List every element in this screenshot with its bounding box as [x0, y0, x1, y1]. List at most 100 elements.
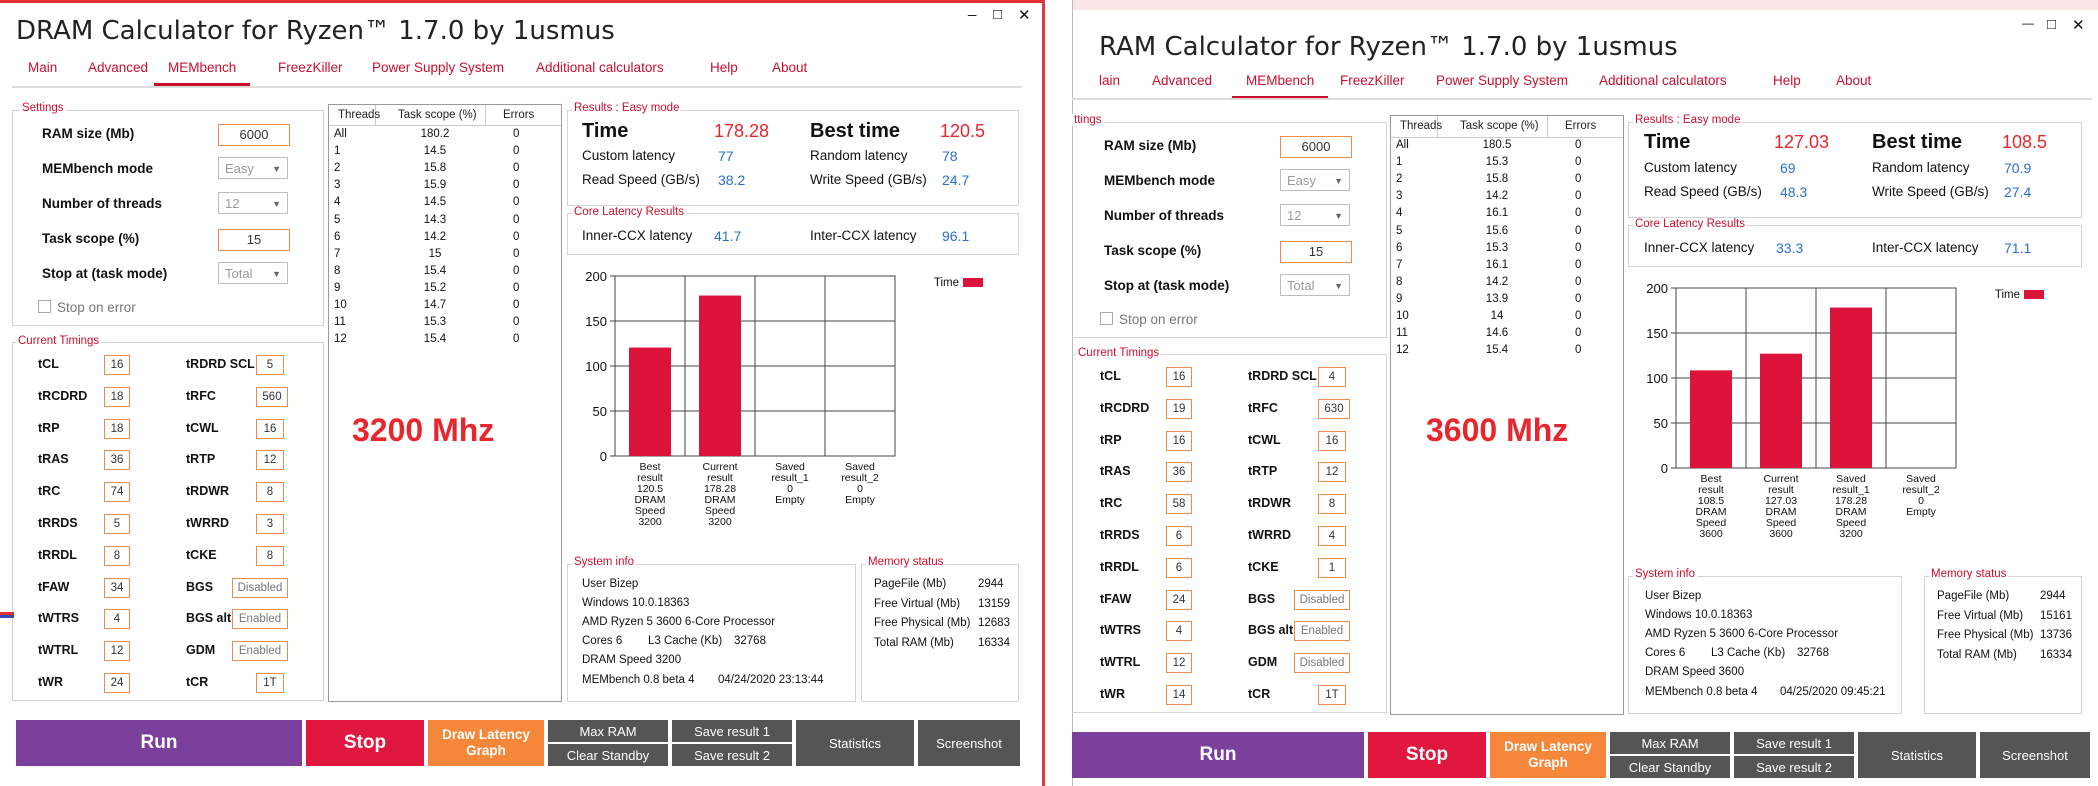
threads-select[interactable]: 12 ▼	[1280, 204, 1350, 226]
minimize-button[interactable]: —	[2022, 16, 2034, 30]
timing-field-trrdl[interactable]: 8	[104, 545, 130, 566]
tab-additional-calculators[interactable]: Additional calculators	[1599, 73, 1727, 88]
timing-field-gdm[interactable]: Disabled	[1294, 653, 1350, 674]
tab-membench[interactable]: MEMbench	[154, 60, 251, 86]
timing-field-trcdrd[interactable]: 18	[104, 386, 130, 407]
tab-power-supply[interactable]: Power Supply System	[372, 60, 505, 75]
timing-field-trdrd-scl[interactable]: 4	[1318, 367, 1346, 387]
timing-field-trc[interactable]: 58	[1166, 494, 1192, 515]
save-result-1-button[interactable]: Save result 1	[672, 720, 792, 742]
read-speed-value: 48.3	[1780, 184, 1808, 200]
membench-mode-select[interactable]: Easy ▼	[218, 157, 288, 179]
timing-field-twr[interactable]: 14	[1166, 685, 1192, 705]
save-result-1-button[interactable]: Save result 1	[1734, 732, 1854, 754]
timing-field-trrdl[interactable]: 6	[1166, 557, 1192, 578]
timing-field-tcl[interactable]: 16	[104, 355, 130, 375]
draw-latency-graph-button[interactable]: Draw Latency Graph	[1490, 732, 1606, 778]
tab-main[interactable]: Main	[28, 60, 58, 75]
save-result-2-button[interactable]: Save result 2	[1734, 756, 1854, 778]
task-scope-field[interactable]: 15	[218, 229, 290, 251]
timing-field-trdwr[interactable]: 8	[1318, 494, 1346, 515]
timing-field-twtrs[interactable]: 4	[104, 609, 130, 630]
memory-status-label: Memory status	[1929, 568, 2009, 580]
tab-advanced[interactable]: Advanced	[1152, 73, 1213, 88]
timing-field-trcdrd[interactable]: 19	[1166, 398, 1192, 419]
stop-button[interactable]: Stop	[1368, 732, 1486, 778]
timing-field-trc[interactable]: 74	[104, 482, 130, 503]
timing-field-bgs[interactable]: Disabled	[1294, 589, 1350, 610]
timing-field-bgs-alt[interactable]: Enabled	[1294, 621, 1350, 642]
timing-field-tcr[interactable]: 1T	[1318, 685, 1346, 705]
run-button[interactable]: Run	[16, 720, 302, 766]
x-tick-label: result_2	[1902, 484, 1940, 496]
timing-field-twrrd[interactable]: 3	[256, 514, 284, 534]
tab-additional-calculators[interactable]: Additional calculators	[536, 60, 664, 75]
draw-latency-graph-button[interactable]: Draw Latency Graph	[428, 720, 544, 766]
stop-at-select[interactable]: Total ▼	[1280, 274, 1350, 296]
timing-field-twr[interactable]: 24	[104, 673, 130, 693]
statistics-button[interactable]: Statistics	[1858, 732, 1976, 778]
timing-field-tras[interactable]: 36	[104, 450, 130, 471]
close-button[interactable]: ✕	[1018, 7, 1031, 24]
stop-on-error-checbox[interactable]: Stop on error	[1100, 312, 1198, 327]
task-scope-field[interactable]: 15	[1280, 241, 1352, 263]
stop-button[interactable]: Stop	[306, 720, 424, 766]
stop-on-error-checkbox[interactable]: Stop on error	[38, 300, 136, 315]
tab-help[interactable]: Help	[1773, 73, 1801, 88]
screenshot-button[interactable]: Screenshot	[918, 720, 1020, 766]
tab-main[interactable]: lain	[1099, 73, 1121, 88]
timing-field-tcwl[interactable]: 16	[1318, 430, 1346, 451]
clear-standby-button[interactable]: Clear Standby	[1610, 756, 1730, 778]
timing-field-twtrs[interactable]: 4	[1166, 621, 1192, 642]
timing-field-tcwl[interactable]: 16	[256, 418, 284, 439]
timing-field-trdrd-scl[interactable]: 5	[256, 355, 284, 375]
threads-select[interactable]: 12 ▼	[218, 192, 288, 214]
timing-field-tcr[interactable]: 1T	[256, 673, 284, 693]
timing-field-trdwr[interactable]: 8	[256, 482, 284, 503]
clear-standby-button[interactable]: Clear Standby	[548, 744, 668, 766]
timing-field-trrds[interactable]: 6	[1166, 526, 1192, 546]
maximize-button[interactable]: □	[2047, 16, 2057, 33]
maximize-button[interactable]: □	[993, 6, 1003, 23]
timing-field-bgs-alt[interactable]: Enabled	[232, 609, 288, 630]
tab-advanced[interactable]: Advanced	[88, 60, 149, 75]
timing-field-bgs[interactable]: Disabled	[232, 577, 288, 598]
minimize-button[interactable]: _	[968, 0, 977, 17]
tab-about[interactable]: About	[1836, 73, 1872, 88]
max-ram-button[interactable]: Max RAM	[548, 720, 668, 742]
tab-freezkiller[interactable]: FreezKiller	[278, 60, 343, 75]
timing-field-tcke[interactable]: 8	[256, 545, 284, 566]
timing-field-trrds[interactable]: 5	[104, 514, 130, 534]
timing-field-tcl[interactable]: 16	[1166, 367, 1192, 387]
screenshot-button[interactable]: Screenshot	[1980, 732, 2090, 778]
max-ram-button[interactable]: Max RAM	[1610, 732, 1730, 754]
timing-field-tfaw[interactable]: 34	[104, 577, 130, 598]
timing-field-tfaw[interactable]: 24	[1166, 589, 1192, 610]
ram-size-field[interactable]: 6000	[218, 124, 290, 146]
stop-at-select[interactable]: Total ▼	[218, 262, 288, 284]
ram-size-field[interactable]: 6000	[1280, 136, 1352, 158]
save-result-2-button[interactable]: Save result 2	[672, 744, 792, 766]
timing-field-twrrd[interactable]: 4	[1318, 526, 1346, 546]
tab-freezkiller[interactable]: FreezKiller	[1340, 73, 1405, 88]
timing-field-trp[interactable]: 18	[104, 418, 130, 439]
timing-field-twtrl[interactable]: 12	[104, 641, 130, 662]
timing-field-trtp[interactable]: 12	[1318, 462, 1346, 483]
timing-field-gdm[interactable]: Enabled	[232, 641, 288, 662]
tab-power-supply[interactable]: Power Supply System	[1436, 73, 1569, 88]
tab-help[interactable]: Help	[710, 60, 738, 75]
stop-at-label: Stop at (task mode)	[1104, 278, 1230, 293]
timing-field-trfc[interactable]: 560	[256, 386, 288, 407]
run-button[interactable]: Run	[1072, 732, 1364, 778]
tab-membench[interactable]: MEMbench	[1232, 73, 1329, 99]
timing-field-trtp[interactable]: 12	[256, 450, 284, 471]
timing-field-trp[interactable]: 16	[1166, 430, 1192, 451]
timing-field-trfc[interactable]: 630	[1318, 398, 1350, 419]
timing-field-twtrl[interactable]: 12	[1166, 653, 1192, 674]
statistics-button[interactable]: Statistics	[796, 720, 914, 766]
close-button[interactable]: ✕	[2072, 17, 2085, 34]
timing-field-tcke[interactable]: 1	[1318, 557, 1346, 578]
timing-field-tras[interactable]: 36	[1166, 462, 1192, 483]
membench-mode-select[interactable]: Easy ▼	[1280, 169, 1350, 191]
tab-about[interactable]: About	[772, 60, 808, 75]
